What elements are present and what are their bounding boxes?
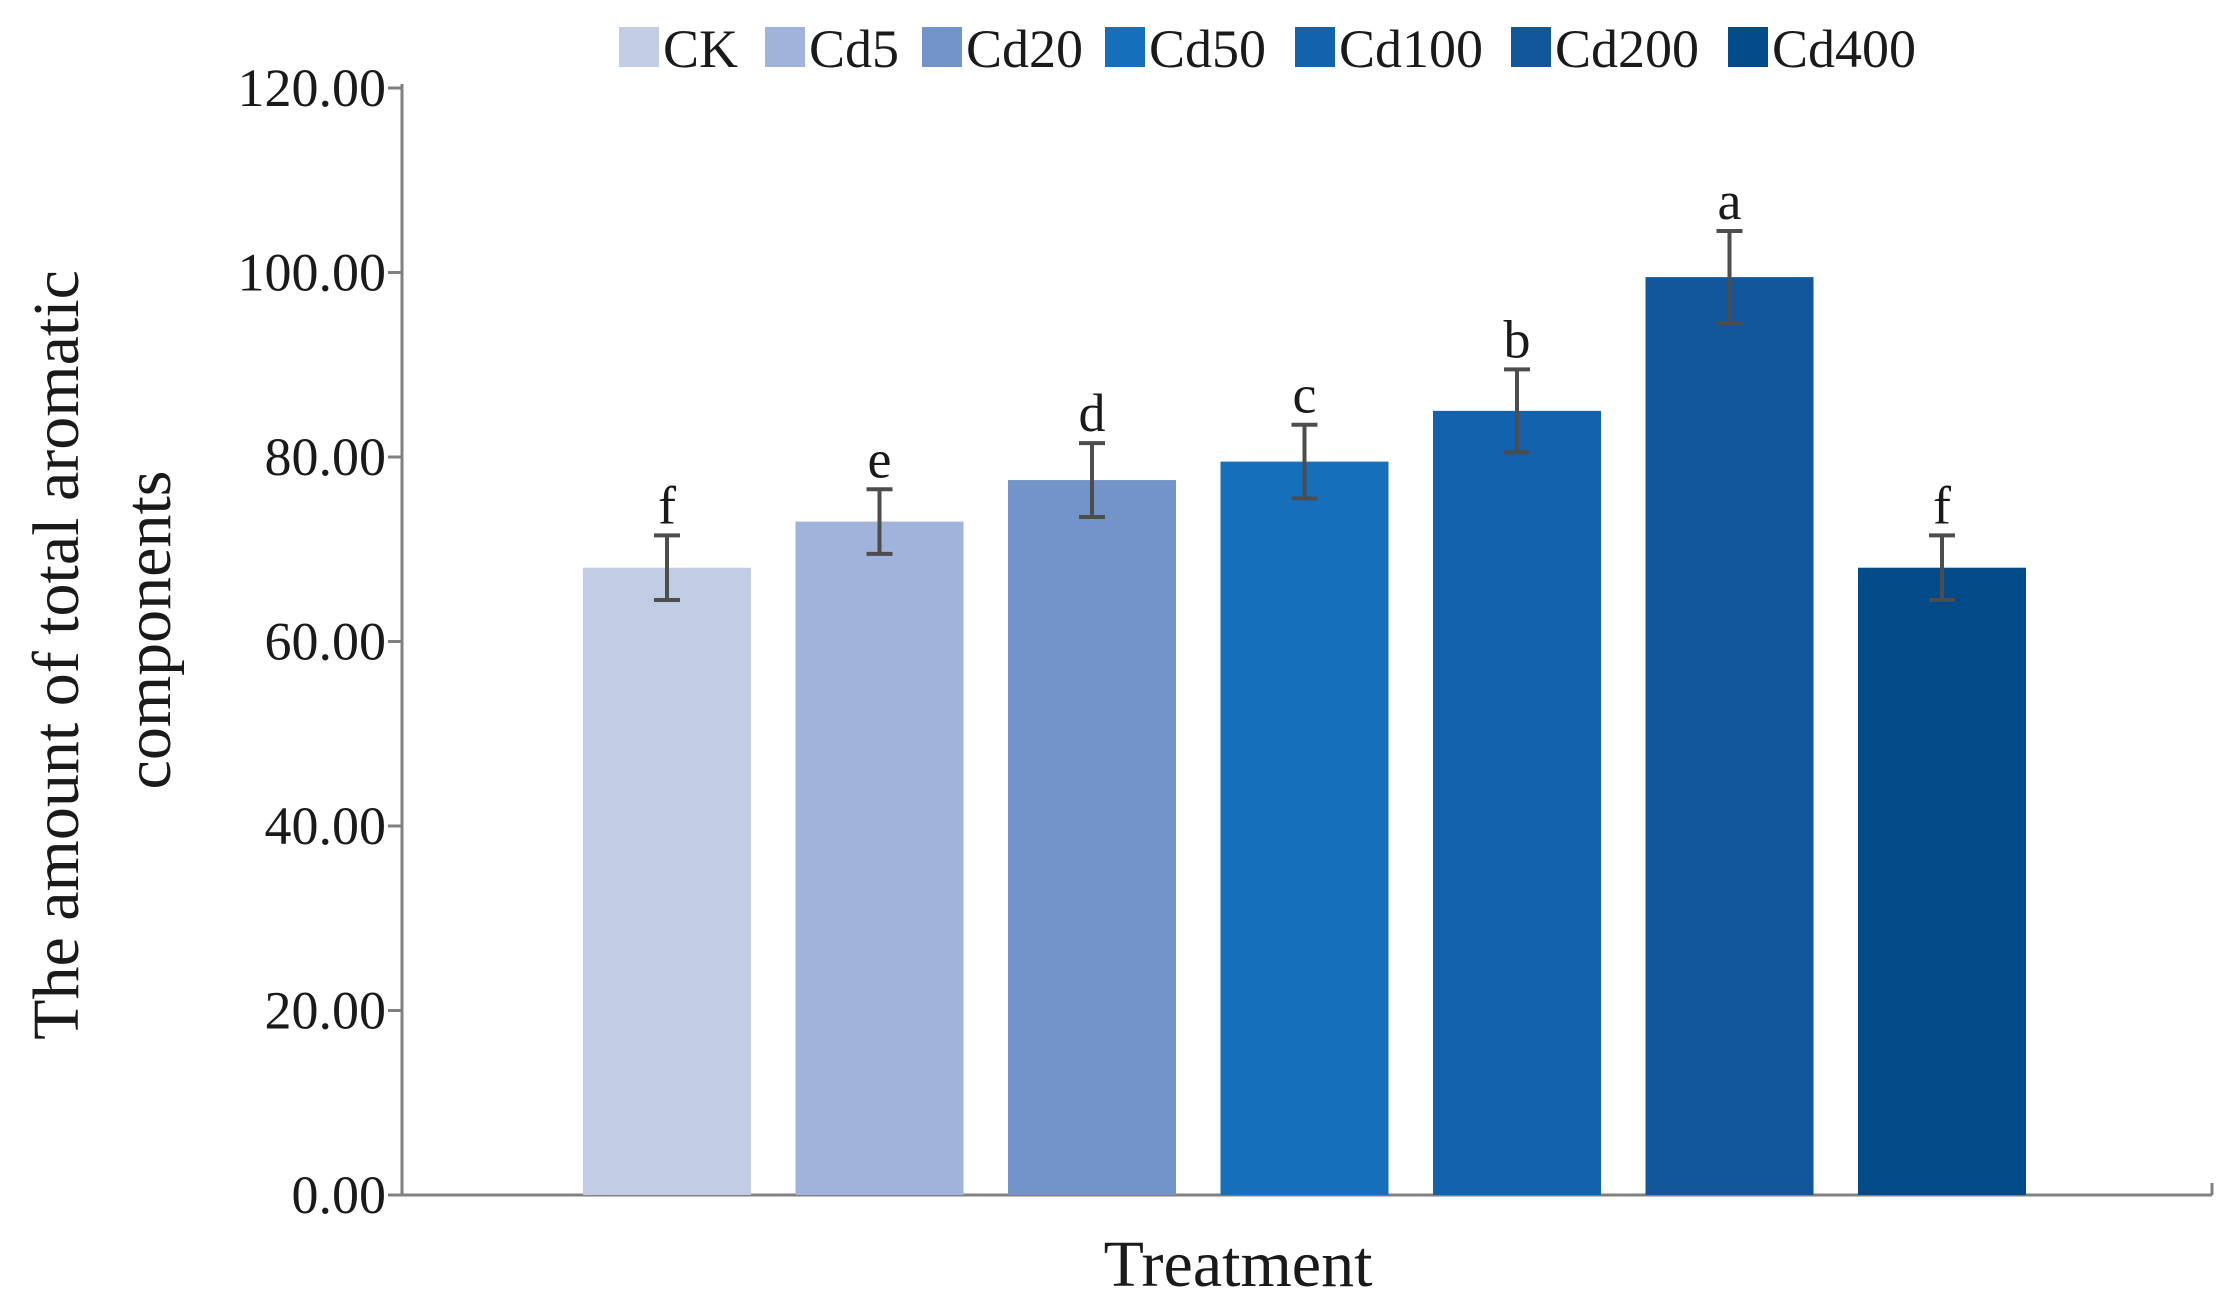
y-tick-label: 60.00 bbox=[265, 612, 387, 672]
bar-group-cd20: d bbox=[1008, 383, 1176, 1195]
significance-label-cd50: c bbox=[1293, 365, 1317, 425]
y-axis-title-line2: components bbox=[112, 471, 185, 790]
legend-item-cd50: Cd50 bbox=[1105, 19, 1266, 79]
legend-label: Cd100 bbox=[1339, 19, 1483, 79]
significance-label-cd200: a bbox=[1718, 171, 1742, 231]
bar-group-ck: f bbox=[583, 475, 751, 1195]
y-tick-label: 0.00 bbox=[292, 1165, 387, 1225]
legend-swatch bbox=[619, 27, 659, 67]
bar-cd100 bbox=[1433, 410, 1601, 1195]
bar-group-cd200: a bbox=[1645, 171, 1814, 1195]
legend-item-cd100: Cd100 bbox=[1295, 19, 1483, 79]
x-axis-title: Treatment bbox=[1104, 1228, 1373, 1301]
bar-cd200 bbox=[1645, 277, 1814, 1195]
bar-ck bbox=[583, 567, 751, 1195]
bars: f e d c b a f bbox=[583, 171, 2026, 1195]
legend-swatch bbox=[1295, 27, 1335, 67]
legend-item-cd5: Cd5 bbox=[765, 19, 899, 79]
legend-swatch bbox=[922, 27, 962, 67]
significance-label-cd5: e bbox=[868, 429, 892, 489]
legend-item-cd400: Cd400 bbox=[1728, 19, 1916, 79]
legend-item-ck: CK bbox=[619, 19, 738, 79]
y-axis-title-line1: The amount of total aromatic bbox=[20, 270, 93, 1040]
legend-label: Cd20 bbox=[966, 19, 1083, 79]
legend-swatch bbox=[765, 27, 805, 67]
legend-label: Cd200 bbox=[1555, 19, 1699, 79]
significance-label-cd100: b bbox=[1504, 309, 1531, 369]
legend-label: Cd400 bbox=[1772, 19, 1916, 79]
bar-cd20 bbox=[1008, 480, 1176, 1195]
bar-group-cd50: c bbox=[1220, 365, 1389, 1195]
legend-label: Cd50 bbox=[1149, 19, 1266, 79]
bar-group-cd400: f bbox=[1858, 475, 2026, 1195]
y-tick-label: 80.00 bbox=[265, 427, 387, 487]
bar-cd400 bbox=[1858, 567, 2026, 1195]
legend: CK Cd5 Cd20 Cd50 Cd100 Cd200 Cd400 bbox=[619, 19, 1916, 79]
y-tick-label: 100.00 bbox=[238, 243, 387, 303]
y-tick-label: 120.00 bbox=[238, 58, 387, 118]
y-tick-label: 20.00 bbox=[265, 981, 387, 1041]
legend-swatch bbox=[1728, 27, 1768, 67]
significance-label-ck: f bbox=[658, 475, 676, 535]
legend-label: Cd5 bbox=[809, 19, 899, 79]
significance-label-cd400: f bbox=[1933, 475, 1951, 535]
bar-group-cd100: b bbox=[1433, 309, 1601, 1195]
legend-swatch bbox=[1105, 27, 1145, 67]
bar-group-cd5: e bbox=[795, 429, 964, 1195]
legend-item-cd200: Cd200 bbox=[1511, 19, 1699, 79]
legend-label: CK bbox=[663, 19, 738, 79]
legend-item-cd20: Cd20 bbox=[922, 19, 1083, 79]
y-tick-label: 40.00 bbox=[265, 796, 387, 856]
bar-cd50 bbox=[1220, 461, 1389, 1195]
y-ticks: 0.00 20.00 40.00 60.00 80.00 100.00 120.00 bbox=[238, 58, 402, 1225]
bar-cd5 bbox=[795, 521, 964, 1195]
legend-swatch bbox=[1511, 27, 1551, 67]
significance-label-cd20: d bbox=[1079, 383, 1106, 443]
